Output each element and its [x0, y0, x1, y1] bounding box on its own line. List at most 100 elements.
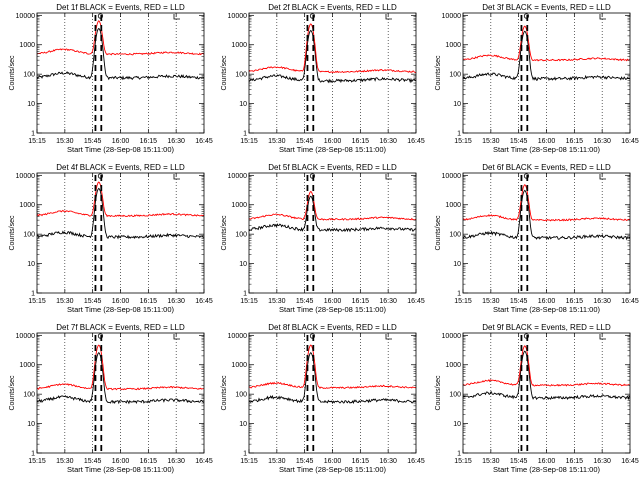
y-tick-label: 10	[453, 421, 461, 428]
x-tick-label: 16:45	[621, 458, 639, 465]
y-axis-label: Counts/sec	[221, 215, 228, 251]
x-tick-label: 15:30	[268, 138, 286, 145]
y-tick-label: 1	[457, 131, 461, 138]
series-lld-line	[462, 184, 631, 222]
y-axis-label: Counts/sec	[9, 55, 16, 91]
flare-marker-circle	[97, 173, 104, 179]
y-tick-label: 1	[243, 131, 247, 138]
chart-panel-3: Det 3f BLACK = Events, RED = LLD 1 10 100 10…	[435, 3, 639, 154]
x-tick-label: 16:45	[195, 138, 213, 145]
x-tick-label: 15:45	[510, 298, 528, 305]
y-tick-label: 10	[453, 261, 461, 268]
y-tick-label: 1000	[445, 202, 461, 209]
x-axis-label: Start Time (28-Sep-08 15:11:00)	[279, 305, 387, 314]
x-tick-label: 16:45	[621, 138, 639, 145]
y-tick-label: 1	[457, 291, 461, 298]
y-axis-label: Counts/sec	[9, 375, 16, 411]
y-tick-label: 1	[243, 451, 247, 458]
x-tick-label: 15:15	[454, 298, 472, 305]
x-tick-label: 15:30	[268, 458, 286, 465]
corner-marker	[599, 174, 606, 180]
series-events-line	[248, 29, 417, 84]
x-axis-label: Start Time (28-Sep-08 15:11:00)	[279, 145, 387, 154]
x-tick-label: 16:15	[352, 458, 370, 465]
x-tick-label: 15:15	[240, 138, 258, 145]
x-tick-label: 15:15	[28, 298, 46, 305]
y-axis-label: Counts/sec	[221, 375, 228, 411]
y-tick-label: 10	[27, 261, 35, 268]
corner-marker	[173, 174, 180, 180]
y-tick-label: 100	[235, 232, 247, 239]
x-tick-label: 16:15	[352, 138, 370, 145]
series-events-line	[248, 195, 417, 233]
corner-marker	[385, 174, 392, 180]
x-axis-label: Start Time (28-Sep-08 15:11:00)	[279, 465, 387, 474]
x-tick-label: 16:30	[593, 138, 611, 145]
chart-panel-1: Det 1f BLACK = Events, RED = LLD 1 10 100 10…	[9, 3, 213, 154]
y-tick-label: 1000	[445, 42, 461, 49]
x-tick-label: 16:30	[167, 458, 185, 465]
chart-title: Det 5f BLACK = Events, RED = LLD	[268, 163, 397, 172]
x-tick-label: 15:30	[56, 298, 74, 305]
y-tick-label: 1000	[19, 42, 35, 49]
y-tick-label: 10000	[16, 13, 36, 20]
x-tick-label: 15:45	[510, 138, 528, 145]
flare-marker-circle	[97, 333, 104, 339]
x-tick-label: 16:45	[407, 298, 425, 305]
y-tick-label: 10	[239, 101, 247, 108]
y-tick-label: 1000	[19, 202, 35, 209]
x-tick-label: 16:15	[566, 298, 584, 305]
y-tick-label: 10	[27, 421, 35, 428]
corner-marker	[173, 14, 180, 20]
corner-marker	[385, 14, 392, 20]
x-tick-label: 16:15	[140, 138, 158, 145]
series-lld-line	[36, 344, 204, 391]
chart-panel-8: Det 8f BLACK = Events, RED = LLD 1 10 100 10…	[221, 323, 425, 474]
x-tick-label: 15:15	[240, 298, 258, 305]
corner-marker	[173, 334, 180, 340]
x-tick-label: 15:30	[482, 458, 500, 465]
series-events-line	[248, 352, 417, 405]
y-axis-label: Counts/sec	[435, 375, 442, 411]
y-tick-label: 1000	[231, 362, 247, 369]
y-tick-label: 100	[235, 72, 247, 79]
flare-marker-circle	[309, 13, 316, 19]
x-tick-label: 15:45	[84, 458, 102, 465]
series-events-line	[462, 189, 631, 241]
x-tick-label: 16:00	[538, 458, 556, 465]
chart-title: Det 6f BLACK = Events, RED = LLD	[482, 163, 611, 172]
y-tick-label: 10	[239, 421, 247, 428]
corner-marker	[599, 14, 606, 20]
x-tick-label: 16:30	[379, 138, 397, 145]
y-axis-label: Counts/sec	[9, 215, 16, 251]
x-tick-label: 16:15	[566, 458, 584, 465]
x-tick-label: 15:45	[84, 298, 102, 305]
y-tick-label: 1	[31, 451, 35, 458]
series-lld-line	[36, 20, 205, 56]
y-tick-label: 10000	[228, 333, 248, 340]
x-axis-label: Start Time (28-Sep-08 15:11:00)	[67, 305, 175, 314]
x-tick-label: 15:30	[482, 298, 500, 305]
y-tick-label: 100	[23, 232, 35, 239]
y-tick-label: 100	[449, 72, 461, 79]
x-tick-label: 15:45	[296, 298, 314, 305]
x-tick-label: 16:00	[112, 138, 130, 145]
x-tick-label: 15:15	[454, 138, 472, 145]
y-axis-label: Counts/sec	[221, 55, 228, 91]
x-tick-label: 15:15	[28, 458, 46, 465]
x-tick-label: 16:30	[379, 298, 397, 305]
y-tick-label: 1	[457, 451, 461, 458]
x-tick-label: 16:00	[324, 458, 342, 465]
x-tick-label: 16:00	[538, 298, 556, 305]
series-events-line	[36, 27, 205, 81]
flare-marker-circle	[97, 13, 104, 19]
x-tick-label: 15:15	[454, 458, 472, 465]
y-tick-label: 10	[27, 101, 35, 108]
x-tick-label: 16:30	[593, 458, 611, 465]
y-tick-label: 10	[453, 101, 461, 108]
y-tick-label: 10	[239, 261, 247, 268]
series-events-line	[36, 187, 205, 240]
x-tick-label: 16:45	[621, 298, 639, 305]
series-lld-line	[248, 190, 417, 221]
x-tick-label: 16:00	[112, 458, 130, 465]
